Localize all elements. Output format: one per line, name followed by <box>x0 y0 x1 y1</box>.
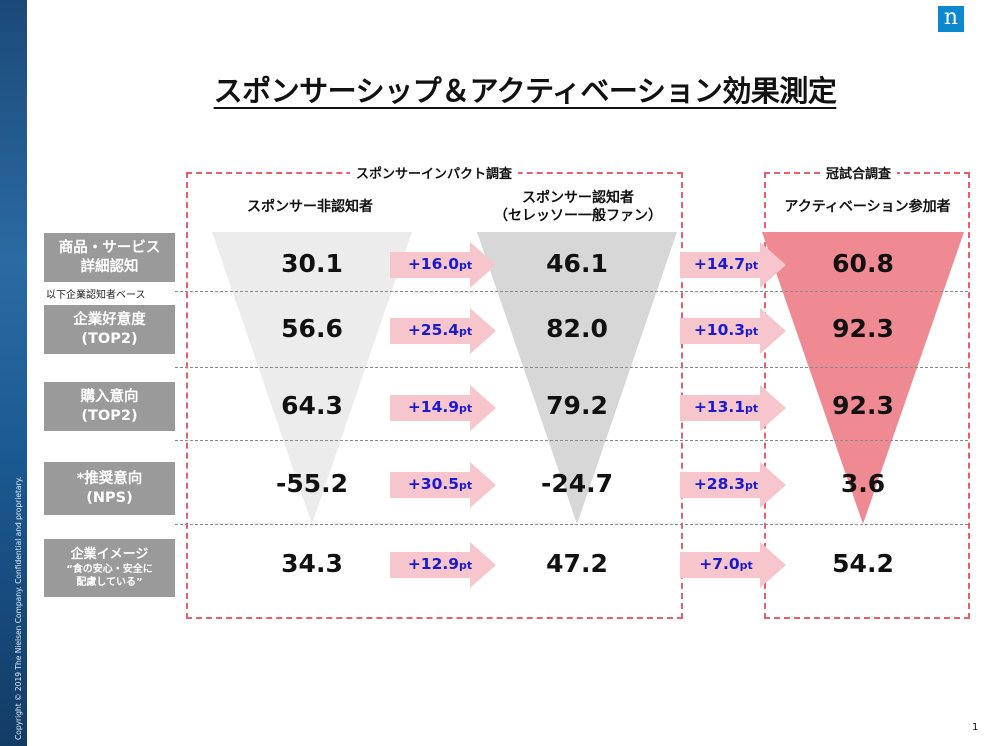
delta-label: +28.3pt <box>678 475 774 493</box>
delta-unit: pt <box>459 402 473 415</box>
value-aware: 46.1 <box>546 249 608 278</box>
funnel-non-aware <box>212 232 412 524</box>
delta-label: +7.0pt <box>678 555 774 573</box>
row-label-line2: 詳細認知 <box>80 258 139 275</box>
arrow-shape <box>680 308 786 354</box>
column-header-non-aware: スポンサー非認知者 <box>215 198 405 216</box>
arrow-shape <box>390 385 496 431</box>
row-label-line2: (TOP2) <box>81 407 138 424</box>
delta-unit: pt <box>745 325 759 338</box>
copyright-text: Copyright © 2019 The Nielsen Company. Co… <box>14 476 23 740</box>
column-header-aware-text: スポンサー認知者 <box>522 190 634 206</box>
delta-label: +14.7pt <box>678 255 774 273</box>
row-label-line1: *推奨意向 <box>76 470 143 487</box>
delta-label: +25.4pt <box>392 321 488 339</box>
value-non-aware: 34.3 <box>281 549 343 578</box>
arrow-shape <box>680 242 786 288</box>
value-activation: 92.3 <box>832 314 894 343</box>
column-header-aware-sub: （セレッソー一般ファン） <box>494 208 662 224</box>
row-label-line1: 企業イメージ <box>70 547 149 562</box>
value-aware: 79.2 <box>546 391 608 420</box>
row-label-line1: 購入意向 <box>80 388 139 405</box>
delta-unit: pt <box>745 402 759 415</box>
delta-unit: pt <box>459 325 473 338</box>
funnel-non-aware-shape <box>212 232 412 524</box>
kanshi-label: 冠試合調査 <box>820 163 898 182</box>
row-label-line1: 商品・サービス <box>58 239 161 256</box>
row-label-line2: (TOP2) <box>81 330 138 347</box>
delta-unit: pt <box>459 479 473 492</box>
delta-label: +30.5pt <box>392 475 488 493</box>
delta-value: +25.4 <box>407 321 460 339</box>
arrow-shape <box>390 542 496 588</box>
row-label-purchase-intent: 購入意向 (TOP2) <box>44 382 175 431</box>
value-activation: 92.3 <box>832 391 894 420</box>
nielsen-logo: n <box>938 6 964 32</box>
row-separator <box>175 367 968 368</box>
delta-value: +7.0 <box>699 555 740 573</box>
delta-value: +30.5 <box>407 475 460 493</box>
funnel-aware <box>477 232 677 524</box>
row-label-nps: *推奨意向 (NPS) <box>44 462 175 515</box>
sponsor-impact-label: スポンサーインパクト調査 <box>350 163 519 182</box>
delta-unit: pt <box>459 259 473 272</box>
delta-value: +16.0 <box>407 255 460 273</box>
delta-unit: pt <box>739 559 753 572</box>
value-aware: -24.7 <box>540 469 614 498</box>
arrow-shape <box>390 462 496 508</box>
delta-value: +13.1 <box>693 398 746 416</box>
delta-label: +14.9pt <box>392 398 488 416</box>
value-aware: 47.2 <box>546 549 608 578</box>
row-separator <box>175 440 968 441</box>
delta-value: +28.3 <box>693 475 746 493</box>
funnel-aware-shape <box>477 232 677 524</box>
page-title: スポンサーシップ＆アクティベーション効果測定 <box>0 68 1000 110</box>
arrow-shape <box>390 242 496 288</box>
page-title-text: スポンサーシップ＆アクティベーション効果測定 <box>213 74 837 108</box>
row-label-line1: 企業好意度 <box>73 311 146 328</box>
arrow-shape <box>680 542 786 588</box>
delta-value: +14.9 <box>407 398 460 416</box>
column-header-activation: アクティベーション参加者 <box>765 198 970 216</box>
row-label-line3: 配慮している” <box>76 577 143 588</box>
delta-label: +13.1pt <box>678 398 774 416</box>
value-activation: 60.8 <box>832 249 894 278</box>
delta-unit: pt <box>745 479 759 492</box>
delta-value: +12.9 <box>407 555 460 573</box>
value-activation: 3.6 <box>840 469 886 498</box>
delta-label: +10.3pt <box>678 321 774 339</box>
column-header-aware: スポンサー認知者 （セレッソー一般ファン） <box>478 189 678 225</box>
delta-value: +10.3 <box>693 321 746 339</box>
value-non-aware: 64.3 <box>281 391 343 420</box>
row-label-corporate-image: 企業イメージ “食の安心・安全に 配慮している” <box>44 539 175 597</box>
value-aware: 82.0 <box>546 314 608 343</box>
funnel-activation-shape <box>762 232 964 524</box>
value-non-aware: 30.1 <box>281 249 343 278</box>
row-label-product-awareness: 商品・サービス 詳細認知 <box>44 233 175 282</box>
column-header-non-aware-text: スポンサー非認知者 <box>247 199 373 215</box>
column-header-activation-text: アクティベーション参加者 <box>784 199 951 215</box>
row-label-line2: (NPS) <box>86 489 133 506</box>
value-activation: 54.2 <box>832 549 894 578</box>
funnel-activation <box>762 232 964 524</box>
row-label-favorability: 企業好意度 (TOP2) <box>44 305 175 354</box>
delta-label: +12.9pt <box>392 555 488 573</box>
row-separator <box>175 291 968 292</box>
base-note: 以下企業認知者ベース <box>46 290 146 301</box>
delta-value: +14.7 <box>693 255 746 273</box>
row-separator <box>175 524 968 525</box>
arrow-shape <box>680 462 786 508</box>
delta-label: +16.0pt <box>392 255 488 273</box>
sidebar-strip: Copyright © 2019 The Nielsen Company. Co… <box>0 0 27 746</box>
row-label-line2: “食の安心・安全に <box>66 564 153 575</box>
delta-unit: pt <box>745 259 759 272</box>
delta-unit: pt <box>459 559 473 572</box>
arrow-shape <box>680 385 786 431</box>
page-number: 1 <box>972 722 979 733</box>
value-non-aware: 56.6 <box>281 314 343 343</box>
arrow-shape <box>390 308 496 354</box>
value-non-aware: -55.2 <box>275 469 349 498</box>
